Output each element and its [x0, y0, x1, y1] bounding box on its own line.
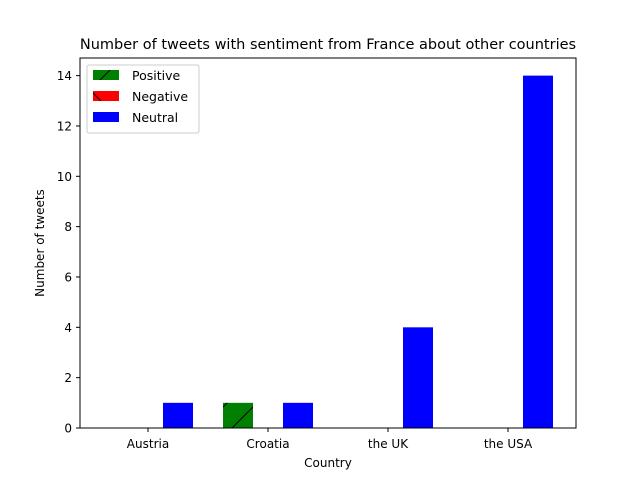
- legend-swatch-hatch-positive: [93, 70, 119, 80]
- legend-swatch-hatch-negative: [93, 91, 119, 101]
- x-axis-label: Country: [304, 456, 352, 470]
- bar-neutral-the-uk: [403, 327, 433, 428]
- y-tick-label: 14: [57, 69, 72, 83]
- bar-neutral-the-usa: [523, 75, 553, 428]
- legend: Positive Negative Neutral: [86, 64, 200, 134]
- x-tick-label: the USA: [484, 437, 533, 451]
- y-tick-label: 6: [64, 270, 72, 284]
- x-tick-label: Croatia: [246, 437, 289, 451]
- bar-hatch-positive-croatia: [223, 402, 253, 428]
- y-tick-label: 4: [64, 321, 72, 335]
- legend-label-neutral: Neutral: [132, 110, 178, 125]
- y-tick-label: 8: [64, 220, 72, 234]
- x-axis-ticks: Austria Croatia the UK the USA: [127, 428, 533, 451]
- bars-layer: [163, 75, 553, 428]
- bar-neutral-croatia: [283, 402, 313, 428]
- y-axis-label: Number of tweets: [33, 189, 47, 297]
- legend-label-positive: Positive: [132, 68, 180, 83]
- y-tick-label: 10: [57, 170, 72, 184]
- bar-neutral-austria: [163, 402, 193, 428]
- chart-title: Number of tweets with sentiment from Fra…: [80, 37, 576, 53]
- x-tick-label: Austria: [127, 437, 169, 451]
- plot-frame: [79, 57, 577, 429]
- y-tick-label: 12: [57, 119, 72, 133]
- y-tick-label: 2: [64, 371, 72, 385]
- legend-label-negative: Negative: [132, 89, 188, 104]
- y-tick-label: 0: [64, 422, 72, 436]
- legend-swatch-neutral: [93, 112, 119, 122]
- y-axis-ticks: 0 2 4 6 8 10 12 14: [57, 69, 80, 436]
- x-tick-label: the UK: [368, 437, 409, 451]
